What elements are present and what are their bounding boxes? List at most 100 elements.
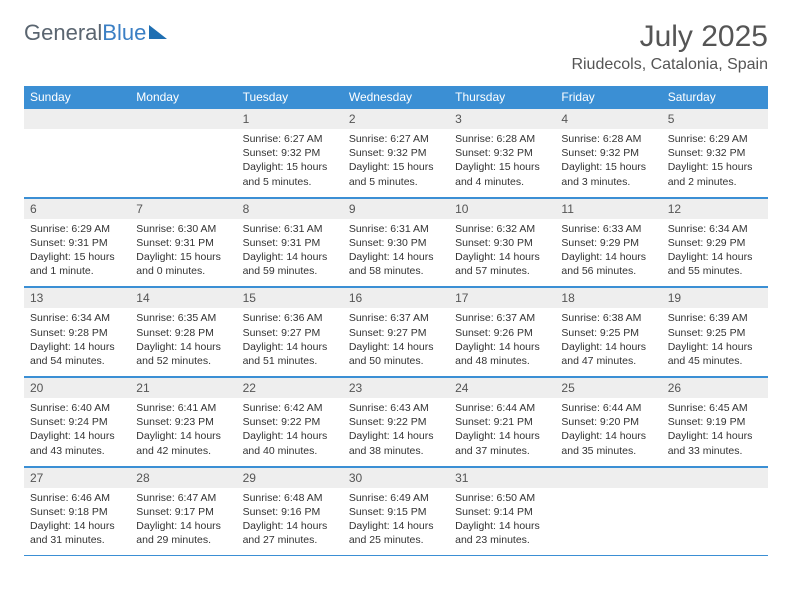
day-cell: 19Sunrise: 6:39 AMSunset: 9:25 PMDayligh…	[662, 287, 768, 377]
day-number: 8	[237, 198, 343, 219]
day-header: Saturday	[662, 86, 768, 108]
day-number: 13	[24, 287, 130, 308]
day-cell: 6Sunrise: 6:29 AMSunset: 9:31 PMDaylight…	[24, 197, 130, 287]
day-number: 14	[130, 287, 236, 308]
day-body: Sunrise: 6:29 AMSunset: 9:31 PMDaylight:…	[24, 219, 130, 287]
day-cell: 30Sunrise: 6:49 AMSunset: 9:15 PMDayligh…	[343, 466, 449, 556]
week-row: 6Sunrise: 6:29 AMSunset: 9:31 PMDaylight…	[24, 197, 768, 287]
logo-part2: Blue	[102, 20, 146, 45]
day-body: Sunrise: 6:27 AMSunset: 9:32 PMDaylight:…	[237, 129, 343, 197]
day-body: Sunrise: 6:49 AMSunset: 9:15 PMDaylight:…	[343, 488, 449, 556]
day-body: Sunrise: 6:50 AMSunset: 9:14 PMDaylight:…	[449, 488, 555, 556]
day-header: Sunday	[24, 86, 130, 108]
day-body: Sunrise: 6:36 AMSunset: 9:27 PMDaylight:…	[237, 308, 343, 376]
week-row: 20Sunrise: 6:40 AMSunset: 9:24 PMDayligh…	[24, 377, 768, 467]
logo: GeneralBlue	[24, 20, 167, 46]
title-block: July 2025 Riudecols, Catalonia, Spain	[571, 20, 768, 74]
day-number	[662, 467, 768, 488]
week-row: 27Sunrise: 6:46 AMSunset: 9:18 PMDayligh…	[24, 466, 768, 556]
week-row: 13Sunrise: 6:34 AMSunset: 9:28 PMDayligh…	[24, 287, 768, 377]
day-body: Sunrise: 6:33 AMSunset: 9:29 PMDaylight:…	[555, 219, 661, 287]
day-cell: 8Sunrise: 6:31 AMSunset: 9:31 PMDaylight…	[237, 197, 343, 287]
day-cell: 7Sunrise: 6:30 AMSunset: 9:31 PMDaylight…	[130, 197, 236, 287]
day-number: 9	[343, 198, 449, 219]
header-row: SundayMondayTuesdayWednesdayThursdayFrid…	[24, 86, 768, 108]
day-number: 7	[130, 198, 236, 219]
day-cell: 1Sunrise: 6:27 AMSunset: 9:32 PMDaylight…	[237, 108, 343, 197]
day-cell: 27Sunrise: 6:46 AMSunset: 9:18 PMDayligh…	[24, 466, 130, 556]
day-body: Sunrise: 6:37 AMSunset: 9:27 PMDaylight:…	[343, 308, 449, 376]
day-body: Sunrise: 6:31 AMSunset: 9:31 PMDaylight:…	[237, 219, 343, 287]
day-number: 21	[130, 377, 236, 398]
day-number: 2	[343, 108, 449, 129]
day-number: 27	[24, 467, 130, 488]
day-number: 19	[662, 287, 768, 308]
day-cell: 26Sunrise: 6:45 AMSunset: 9:19 PMDayligh…	[662, 377, 768, 467]
month-title: July 2025	[571, 20, 768, 54]
day-number: 6	[24, 198, 130, 219]
day-cell	[130, 108, 236, 197]
day-number: 25	[555, 377, 661, 398]
location: Riudecols, Catalonia, Spain	[571, 56, 768, 74]
day-cell: 20Sunrise: 6:40 AMSunset: 9:24 PMDayligh…	[24, 377, 130, 467]
logo-text: GeneralBlue	[24, 20, 146, 46]
day-header: Tuesday	[237, 86, 343, 108]
day-number: 4	[555, 108, 661, 129]
day-header: Wednesday	[343, 86, 449, 108]
day-body: Sunrise: 6:45 AMSunset: 9:19 PMDaylight:…	[662, 398, 768, 466]
day-body: Sunrise: 6:44 AMSunset: 9:21 PMDaylight:…	[449, 398, 555, 466]
day-number: 11	[555, 198, 661, 219]
day-cell: 29Sunrise: 6:48 AMSunset: 9:16 PMDayligh…	[237, 466, 343, 556]
day-cell: 18Sunrise: 6:38 AMSunset: 9:25 PMDayligh…	[555, 287, 661, 377]
day-number: 28	[130, 467, 236, 488]
day-body	[555, 488, 661, 546]
day-body: Sunrise: 6:46 AMSunset: 9:18 PMDaylight:…	[24, 488, 130, 556]
day-cell	[24, 108, 130, 197]
day-cell: 28Sunrise: 6:47 AMSunset: 9:17 PMDayligh…	[130, 466, 236, 556]
day-cell: 23Sunrise: 6:43 AMSunset: 9:22 PMDayligh…	[343, 377, 449, 467]
day-header: Monday	[130, 86, 236, 108]
day-body: Sunrise: 6:28 AMSunset: 9:32 PMDaylight:…	[555, 129, 661, 197]
day-cell	[662, 466, 768, 556]
day-number: 30	[343, 467, 449, 488]
day-cell: 4Sunrise: 6:28 AMSunset: 9:32 PMDaylight…	[555, 108, 661, 197]
day-number: 5	[662, 108, 768, 129]
day-body: Sunrise: 6:47 AMSunset: 9:17 PMDaylight:…	[130, 488, 236, 556]
day-body: Sunrise: 6:37 AMSunset: 9:26 PMDaylight:…	[449, 308, 555, 376]
logo-triangle-icon	[149, 25, 167, 39]
day-body: Sunrise: 6:44 AMSunset: 9:20 PMDaylight:…	[555, 398, 661, 466]
day-cell: 3Sunrise: 6:28 AMSunset: 9:32 PMDaylight…	[449, 108, 555, 197]
day-cell: 2Sunrise: 6:27 AMSunset: 9:32 PMDaylight…	[343, 108, 449, 197]
calendar-body: 1Sunrise: 6:27 AMSunset: 9:32 PMDaylight…	[24, 108, 768, 556]
day-number: 12	[662, 198, 768, 219]
logo-part1: General	[24, 20, 102, 45]
day-number: 1	[237, 108, 343, 129]
day-body: Sunrise: 6:48 AMSunset: 9:16 PMDaylight:…	[237, 488, 343, 556]
week-row: 1Sunrise: 6:27 AMSunset: 9:32 PMDaylight…	[24, 108, 768, 197]
day-cell: 13Sunrise: 6:34 AMSunset: 9:28 PMDayligh…	[24, 287, 130, 377]
day-body: Sunrise: 6:34 AMSunset: 9:28 PMDaylight:…	[24, 308, 130, 376]
day-number: 31	[449, 467, 555, 488]
day-number	[130, 108, 236, 129]
day-body: Sunrise: 6:34 AMSunset: 9:29 PMDaylight:…	[662, 219, 768, 287]
day-body: Sunrise: 6:42 AMSunset: 9:22 PMDaylight:…	[237, 398, 343, 466]
page: GeneralBlue July 2025 Riudecols, Catalon…	[0, 0, 792, 576]
day-number: 18	[555, 287, 661, 308]
day-number: 15	[237, 287, 343, 308]
day-body: Sunrise: 6:41 AMSunset: 9:23 PMDaylight:…	[130, 398, 236, 466]
day-number: 22	[237, 377, 343, 398]
day-body	[24, 129, 130, 187]
day-body	[662, 488, 768, 546]
day-cell: 10Sunrise: 6:32 AMSunset: 9:30 PMDayligh…	[449, 197, 555, 287]
day-body: Sunrise: 6:40 AMSunset: 9:24 PMDaylight:…	[24, 398, 130, 466]
day-body: Sunrise: 6:28 AMSunset: 9:32 PMDaylight:…	[449, 129, 555, 197]
day-body: Sunrise: 6:39 AMSunset: 9:25 PMDaylight:…	[662, 308, 768, 376]
day-body: Sunrise: 6:32 AMSunset: 9:30 PMDaylight:…	[449, 219, 555, 287]
day-number: 10	[449, 198, 555, 219]
day-cell: 17Sunrise: 6:37 AMSunset: 9:26 PMDayligh…	[449, 287, 555, 377]
day-number: 24	[449, 377, 555, 398]
day-body: Sunrise: 6:35 AMSunset: 9:28 PMDaylight:…	[130, 308, 236, 376]
day-body: Sunrise: 6:38 AMSunset: 9:25 PMDaylight:…	[555, 308, 661, 376]
day-cell: 16Sunrise: 6:37 AMSunset: 9:27 PMDayligh…	[343, 287, 449, 377]
day-cell: 15Sunrise: 6:36 AMSunset: 9:27 PMDayligh…	[237, 287, 343, 377]
